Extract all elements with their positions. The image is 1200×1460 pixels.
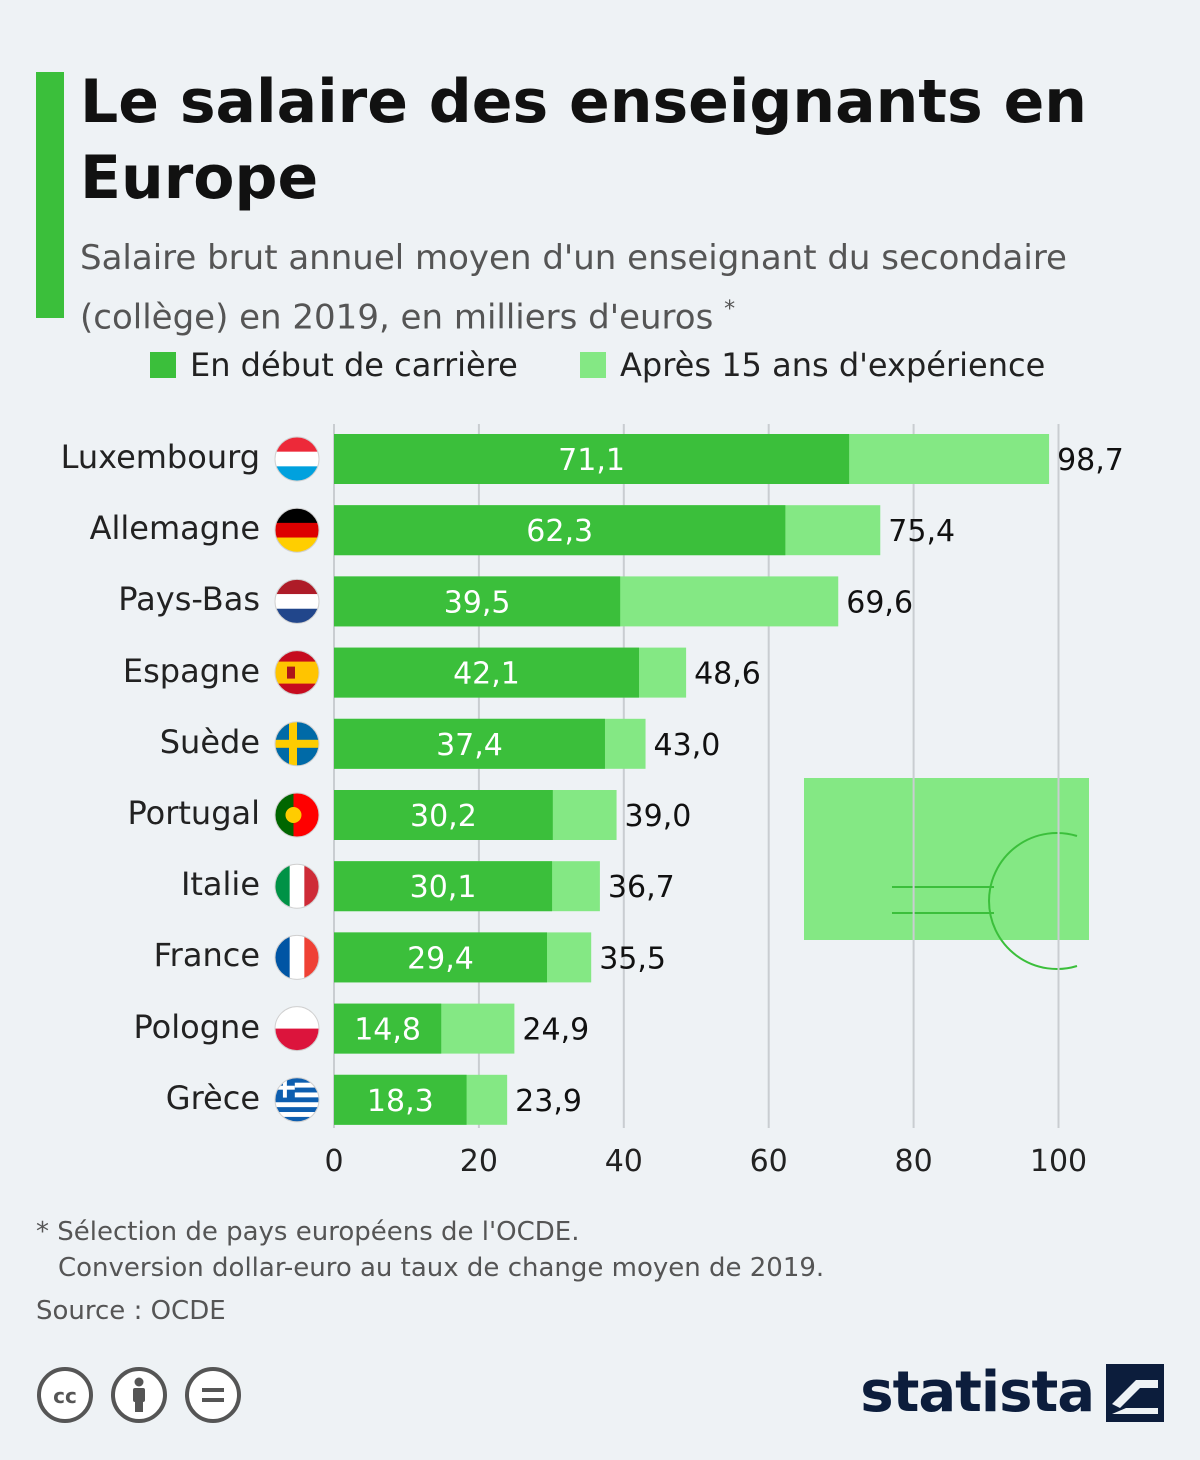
luxembourg-flag-icon [274,436,320,482]
value-label-experienced: 48,6 [694,657,761,692]
brand: statista [860,1360,1164,1425]
portugal-flag-icon [274,792,320,838]
bar-chart: 0 20 40 60 80 100 71,1 98,7 62,3 75,4 39,5 69,6 42,1… [274,424,1124,1179]
country-label: France [153,936,260,975]
bar-start [334,932,548,983]
x-tick-label: 60 [750,1144,788,1179]
no-derivatives-icon[interactable] [184,1366,242,1424]
value-label-start: 14,8 [354,1013,421,1048]
value-label-experienced: 23,9 [515,1084,582,1119]
source: Source : OCDE [36,1296,226,1326]
value-label-experienced: 35,5 [599,941,666,976]
subtitle-text: Salaire brut annuel moyen d'un enseignan… [80,238,1067,338]
legend-swatch-experienced [580,352,606,378]
country-label: Luxembourg [60,438,260,476]
license-icons: cc [36,1366,242,1424]
x-tick-label: 100 [1030,1144,1087,1179]
bar-start [334,1074,467,1125]
value-label-experienced: 75,4 [888,514,955,549]
value-label-experienced: 36,7 [608,870,675,905]
value-label-start: 71,1 [558,443,625,478]
euro-symbol-icon [988,832,1078,970]
value-label-start: 39,5 [444,585,511,620]
statista-logo-icon [1106,1363,1164,1422]
cc-icon[interactable]: cc [36,1366,94,1424]
bar-start [334,790,553,840]
greece-flag-icon [274,1077,320,1123]
legend-label-experienced: Après 15 ans d'expérience [620,346,1046,384]
footnote-1: * Sélection de pays européens de l'OCDE. [36,1217,580,1247]
legend-item-start: En début de carrière [150,346,518,384]
bar-start [334,718,605,769]
legend-label-start: En début de carrière [190,346,518,384]
germany-flag-icon [274,507,320,553]
value-label-experienced: 39,0 [625,799,692,834]
country-label: Grèce [165,1078,260,1117]
country-label: Suède [159,722,260,761]
value-label-start: 30,2 [410,799,477,834]
spain-flag-icon [274,650,320,696]
netherlands-flag-icon [274,578,320,624]
svg-text:cc: cc [53,1384,77,1408]
value-label-experienced: 43,0 [654,728,721,763]
country-label: Italie [180,865,260,904]
x-tick-label: 20 [460,1144,498,1179]
euro-decoration [804,778,1089,940]
brand-name: statista [860,1360,1095,1425]
x-tick-label: 0 [324,1144,343,1179]
subtitle-footnote-mark: * [724,297,736,322]
value-label-start: 30,1 [410,870,477,905]
chart-title: Le salaire des enseignants en Europe [80,67,1087,213]
bar-start [334,576,621,627]
country-label: Allemagne [89,509,260,548]
bar-start [334,1003,442,1054]
poland-flag-icon [274,1006,320,1052]
bar-start [334,861,553,912]
x-tick-label: 40 [605,1144,643,1179]
country-label: Portugal [127,794,260,832]
france-flag-icon [274,934,320,980]
legend-swatch-start [150,352,176,378]
country-label: Pologne [133,1007,260,1046]
value-label-experienced: 24,9 [522,1013,589,1048]
country-label: Pays-Bas [118,580,260,619]
legend-item-experienced: Après 15 ans d'expérience [580,346,1045,384]
footnote-2: Conversion dollar-euro au taux de change… [58,1253,825,1283]
country-label: Espagne [122,651,260,690]
bar-start [334,647,640,698]
x-tick-label: 80 [895,1144,933,1179]
value-label-start: 37,4 [436,728,503,763]
bar-start [334,434,850,484]
footnotes: * Sélection de pays européens de l'OCDE.… [36,1214,824,1286]
bar-start [334,505,786,556]
value-label-start: 62,3 [526,514,593,549]
value-label-experienced: 98,7 [1057,443,1124,478]
chart-subtitle: Salaire brut annuel moyen d'un enseignan… [80,232,1160,343]
value-label-start: 18,3 [367,1084,434,1119]
sweden-flag-icon [274,721,320,767]
accent-bar [36,72,64,318]
value-label-start: 29,4 [407,941,474,976]
italy-flag-icon [274,863,320,909]
attribution-icon[interactable] [110,1366,168,1424]
value-label-experienced: 69,6 [846,585,913,620]
value-label-start: 42,1 [453,657,520,692]
